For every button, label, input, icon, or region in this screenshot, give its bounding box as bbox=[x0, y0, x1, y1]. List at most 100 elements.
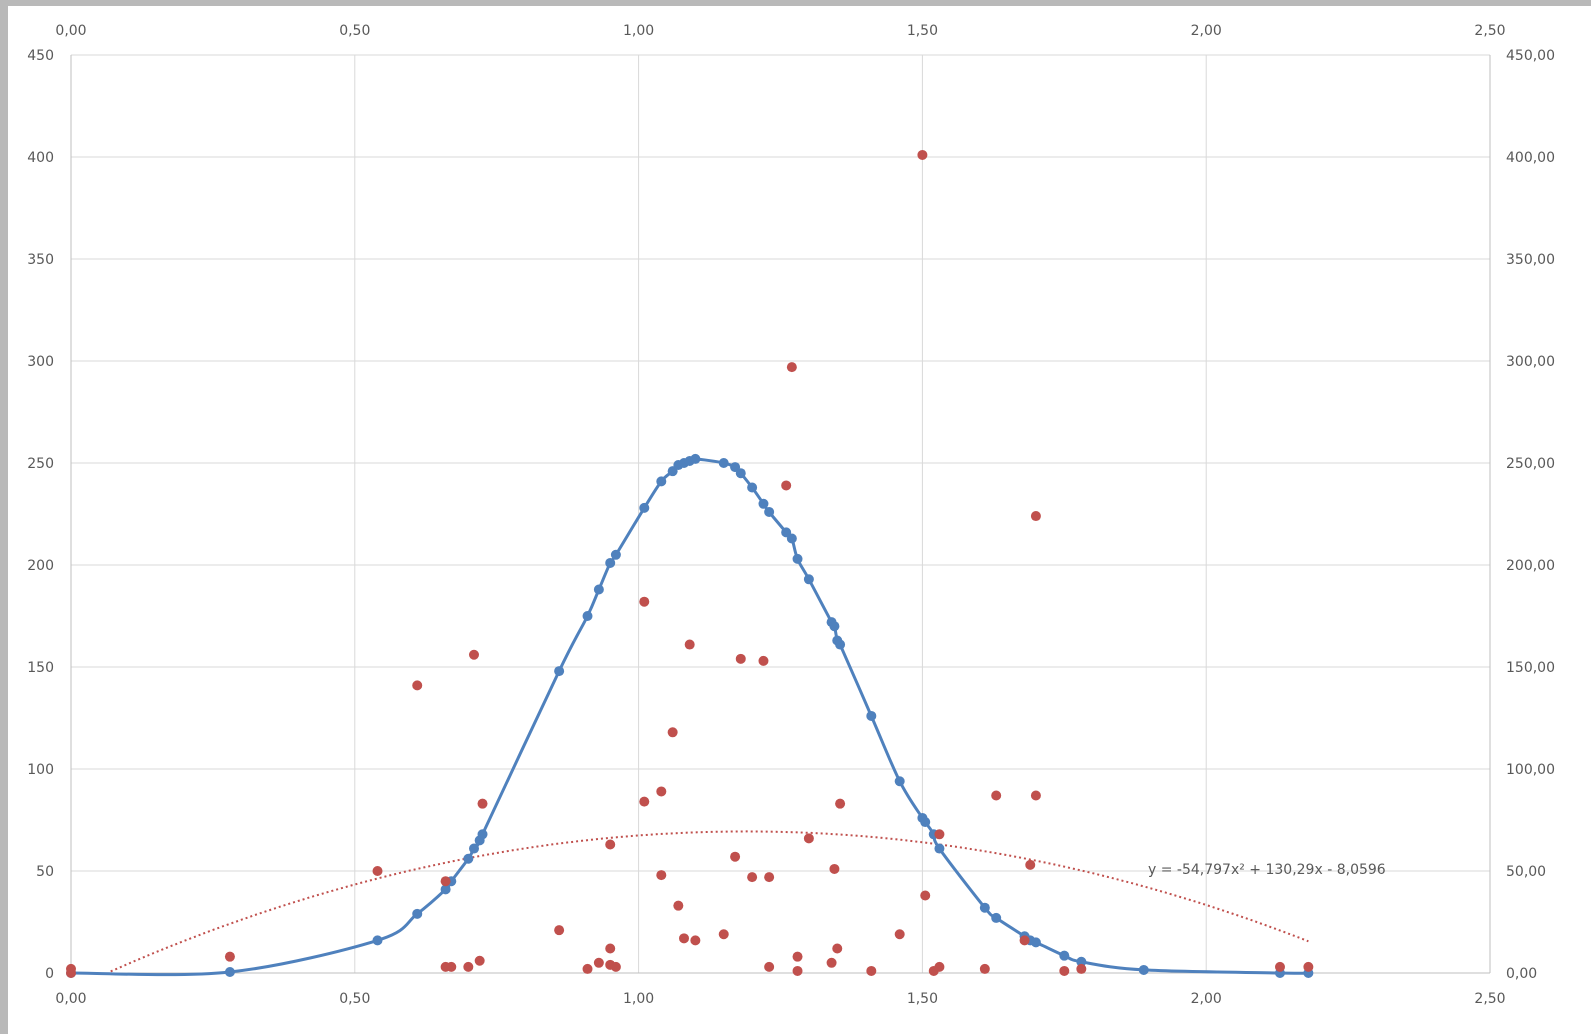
series-2-point bbox=[673, 900, 684, 911]
series-1-point bbox=[835, 639, 846, 650]
series-1-point bbox=[690, 453, 701, 464]
series-2-point bbox=[764, 872, 775, 883]
series-2-point bbox=[446, 961, 457, 972]
series-2-point bbox=[690, 935, 701, 946]
y-tick-label-right: 400,00 bbox=[1506, 150, 1555, 166]
series-1-point bbox=[412, 908, 423, 919]
gridlines bbox=[70, 54, 1491, 974]
series-2-point bbox=[582, 963, 593, 974]
series-1-point bbox=[920, 817, 931, 828]
series-2-point bbox=[758, 655, 769, 666]
series-2-point bbox=[1076, 963, 1087, 974]
y-tick-label-left: 150 bbox=[27, 660, 54, 676]
series-1-point bbox=[224, 966, 235, 977]
y-tick-label-left: 0 bbox=[45, 966, 54, 982]
series-2-point bbox=[747, 872, 758, 883]
series-2-point bbox=[1059, 965, 1070, 976]
series-1-point bbox=[440, 884, 451, 895]
y-tick-label-right: 200,00 bbox=[1506, 558, 1555, 574]
x-tick-label-top: 0,50 bbox=[339, 23, 370, 39]
series-2-point bbox=[1019, 935, 1030, 946]
x-tick-label-bottom: 1,00 bbox=[623, 991, 654, 1007]
series-2-point bbox=[735, 653, 746, 664]
series-1-point bbox=[463, 853, 474, 864]
series-2-point bbox=[781, 480, 792, 491]
series-1-point bbox=[372, 935, 383, 946]
series-2-point bbox=[991, 790, 1002, 801]
series-2-point bbox=[792, 965, 803, 976]
y-tick-label-left: 100 bbox=[27, 762, 54, 778]
series-2-point bbox=[1025, 859, 1036, 870]
y-tick-label-left: 450 bbox=[27, 48, 54, 64]
series-2-point bbox=[372, 866, 383, 876]
series-2-point bbox=[679, 933, 690, 944]
series-1-point bbox=[1030, 937, 1041, 948]
series-2-point bbox=[440, 876, 451, 887]
series-2-point bbox=[730, 851, 741, 862]
trendline-path bbox=[110, 830, 1309, 973]
series-2-point bbox=[610, 961, 621, 972]
series-1-point bbox=[934, 843, 945, 854]
series-2-point bbox=[979, 963, 990, 974]
y-tick-label-left: 250 bbox=[27, 456, 54, 472]
series-2-point bbox=[463, 961, 474, 972]
x-tick-label-top: 2,00 bbox=[1191, 23, 1222, 39]
series-1-point bbox=[764, 506, 775, 517]
y-tick-label-right: 300,00 bbox=[1506, 354, 1555, 370]
series-1-point bbox=[792, 553, 803, 564]
series-2-point bbox=[917, 149, 928, 160]
series-1-point bbox=[866, 710, 877, 721]
series-1-point bbox=[803, 574, 814, 585]
trendline bbox=[110, 830, 1309, 973]
y-tick-label-right: 50,00 bbox=[1506, 864, 1546, 880]
series-1-point bbox=[477, 829, 488, 840]
chart-frame: 0,00 0,00 0,50 0,50 1,00 1,00 1,50 1,50 2,00 2,00… bbox=[8, 6, 1591, 1034]
series-2-point bbox=[656, 870, 667, 881]
y-tick-label-left: 350 bbox=[27, 252, 54, 268]
x-tick-label-top: 1,50 bbox=[907, 23, 938, 39]
data-series bbox=[66, 149, 1314, 978]
series-2-point bbox=[894, 929, 905, 940]
series-2-point bbox=[832, 943, 843, 954]
y-tick-label-right: 350,00 bbox=[1506, 252, 1555, 268]
x-tick-label-bottom: 1,50 bbox=[907, 991, 938, 1007]
x-tick-label-top: 2,50 bbox=[1474, 23, 1505, 39]
series-1-point bbox=[656, 476, 667, 487]
series-2-point bbox=[639, 596, 650, 607]
series-1-point bbox=[639, 502, 650, 513]
scatter-chart: 0,00 0,00 0,50 0,50 1,00 1,00 1,50 1,50 2,00 2,00… bbox=[27, 23, 1555, 1007]
series-2-point bbox=[412, 680, 423, 691]
series-2-point bbox=[593, 957, 604, 968]
y-tick-label-right: 0,00 bbox=[1506, 966, 1537, 982]
series-2-point bbox=[764, 961, 775, 972]
series-1-point bbox=[1138, 964, 1149, 975]
series-1-line bbox=[70, 457, 1309, 977]
series-1-point bbox=[747, 482, 758, 493]
series-1-point bbox=[786, 533, 797, 544]
series-2-point bbox=[1274, 961, 1285, 972]
series-2-point bbox=[1030, 790, 1041, 801]
series-2-point bbox=[786, 362, 797, 373]
series-1-point bbox=[605, 557, 616, 568]
series-2-point bbox=[66, 968, 76, 978]
series-2-point bbox=[474, 955, 485, 966]
y-tick-label-left: 50 bbox=[36, 864, 54, 880]
series-2-point bbox=[468, 649, 479, 660]
series-1-point bbox=[1076, 956, 1087, 967]
series-2-point bbox=[835, 798, 846, 809]
y-tick-label-left: 300 bbox=[27, 354, 54, 370]
series-1-point bbox=[979, 902, 990, 913]
series-2-point bbox=[684, 639, 695, 650]
series-2-point bbox=[934, 829, 945, 840]
axis-tick-labels: 0,00 0,00 0,50 0,50 1,00 1,00 1,50 1,50 2,00 2,00… bbox=[27, 23, 1555, 1007]
y-tick-label-left: 200 bbox=[27, 558, 54, 574]
series-1-point bbox=[593, 584, 604, 595]
series-1-point bbox=[610, 549, 621, 560]
series-2-point bbox=[667, 727, 678, 738]
x-tick-label-bottom: 0,50 bbox=[339, 991, 370, 1007]
series-1-point bbox=[718, 458, 729, 468]
series-2-point bbox=[224, 951, 235, 962]
series-2-point bbox=[792, 951, 803, 962]
x-tick-label-top: 0,00 bbox=[55, 23, 86, 39]
series-1-point bbox=[468, 843, 479, 854]
